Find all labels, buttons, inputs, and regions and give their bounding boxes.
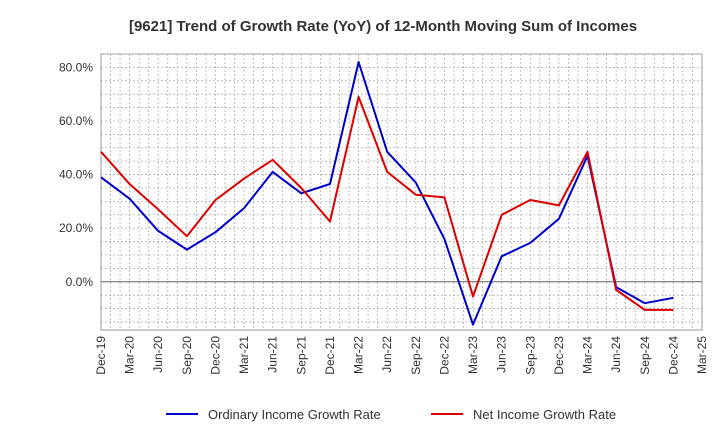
y-tick-label: 0.0% [66,275,94,289]
y-tick-label: 60.0% [59,114,93,128]
x-tick-label: Sep-22 [409,336,423,375]
x-tick-label: Sep-20 [180,336,194,375]
y-axis: 0.0% 20.0% 40.0% 60.0% 80.0% [59,60,93,288]
x-tick-label: Dec-24 [666,336,680,375]
x-tick-label: Jun-24 [609,336,623,373]
x-tick-label: Dec-20 [208,336,222,375]
x-tick-label: Jun-23 [495,336,509,373]
series-layer [100,61,674,326]
x-tick-label: Sep-24 [638,336,652,375]
plot-area [100,53,703,331]
x-tick-label: Jun-21 [266,336,280,373]
x-tick-label: Mar-24 [581,336,595,374]
x-tick-label: Mar-21 [237,336,251,374]
x-tick-label: Dec-22 [437,336,451,375]
x-axis: Dec-19 Mar-20 Jun-20 Sep-20 Dec-20 Mar-21 Jun-… [94,336,709,375]
x-tick-label: Mar-23 [466,336,480,374]
x-tick-label: Mar-22 [352,336,366,374]
x-tick-label: Mar-20 [123,336,137,374]
legend: Ordinary Income Growth Rate Net Income Gr… [166,407,616,422]
series-line-2 [100,95,674,311]
series-line-1 [100,61,674,326]
y-tick-label: 20.0% [59,221,93,235]
x-tick-label: Sep-21 [294,336,308,375]
x-tick-label: Dec-23 [552,336,566,375]
chart-title: [9621] Trend of Growth Rate (YoY) of 12-… [129,18,637,35]
x-tick-label: Jun-20 [151,336,165,373]
x-tick-label: Dec-21 [323,336,337,375]
legend-label-2: Net Income Growth Rate [473,407,616,422]
x-tick-label: Jun-22 [380,336,394,373]
x-tick-label: Sep-23 [523,336,537,375]
x-tick-label: Mar-25 [695,336,709,374]
legend-label-1: Ordinary Income Growth Rate [208,407,381,422]
x-tick-label: Dec-19 [94,336,108,375]
y-tick-label: 80.0% [59,60,93,74]
y-tick-label: 40.0% [59,168,93,182]
